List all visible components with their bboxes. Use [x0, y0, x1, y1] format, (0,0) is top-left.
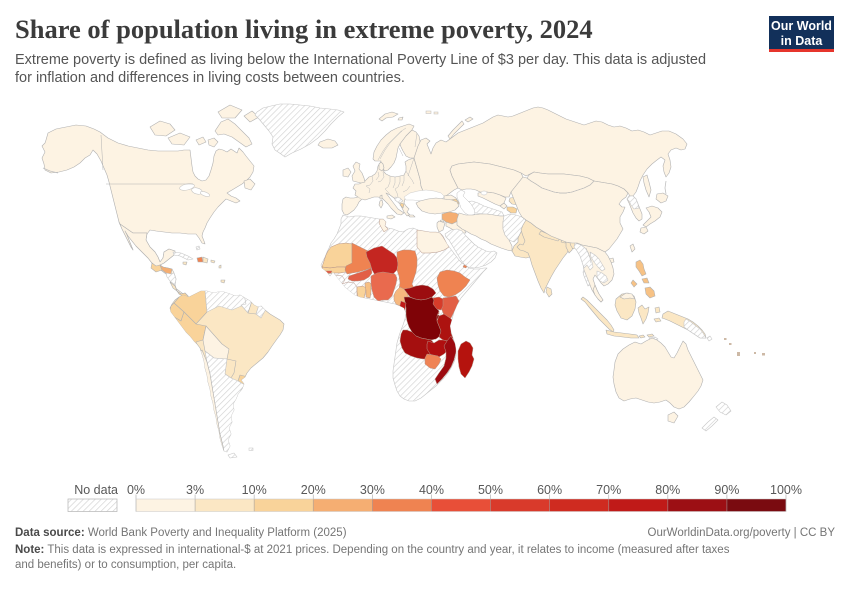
- svg-text:40%: 40%: [419, 483, 444, 497]
- svg-text:90%: 90%: [714, 483, 739, 497]
- svg-text:3%: 3%: [186, 483, 204, 497]
- svg-text:20%: 20%: [301, 483, 326, 497]
- svg-text:10%: 10%: [242, 483, 267, 497]
- svg-text:50%: 50%: [478, 483, 503, 497]
- svg-text:100%: 100%: [770, 483, 802, 497]
- svg-text:80%: 80%: [655, 483, 680, 497]
- svg-text:60%: 60%: [537, 483, 562, 497]
- svg-text:No data: No data: [74, 483, 118, 497]
- svg-text:0%: 0%: [127, 483, 145, 497]
- svg-text:70%: 70%: [596, 483, 621, 497]
- svg-text:30%: 30%: [360, 483, 385, 497]
